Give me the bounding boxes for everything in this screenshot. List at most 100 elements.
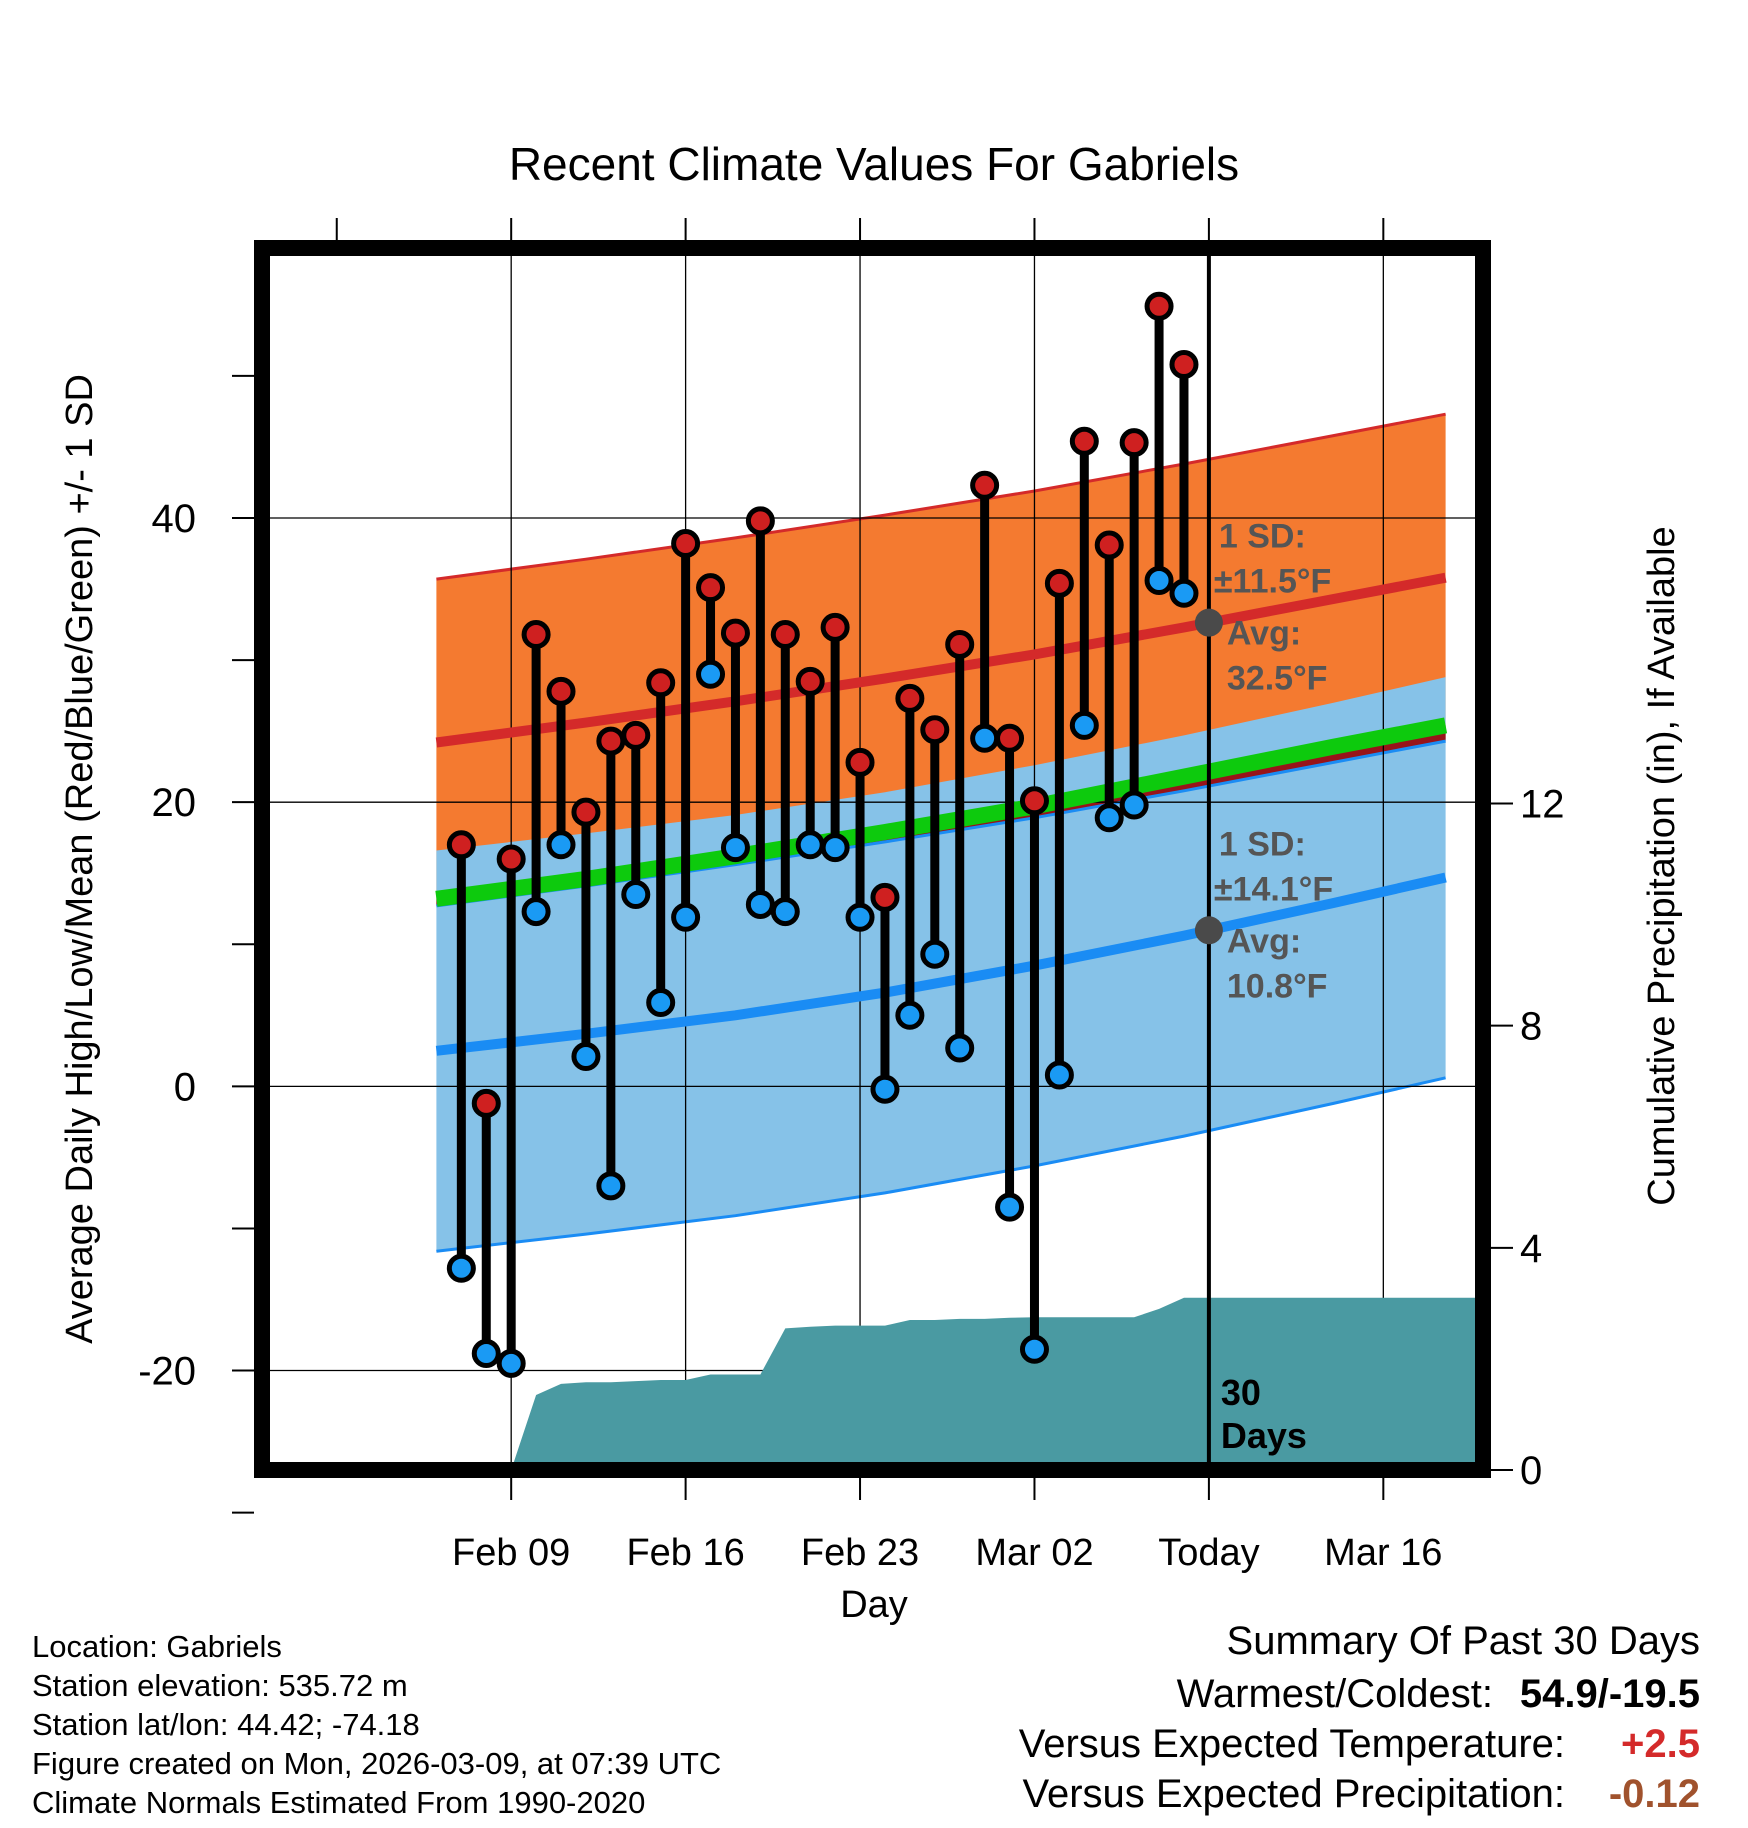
high-sd-upper-line [436,412,1446,581]
daily-low-point [995,1192,1025,1222]
y2-tick-label: 8 [1520,1005,1542,1049]
footer-latlon: Station lat/lon: 44.42; -74.18 [32,1707,420,1742]
daily-range-day [870,882,900,1104]
daily-range-day [546,676,576,860]
daily-high-point [1119,428,1149,458]
y-tick-label: 40 [152,497,197,541]
x-tick-label: Mar 16 [1324,1532,1442,1574]
daily-range-day [995,723,1025,1222]
daily-range-day [895,683,925,1030]
daily-range-day [1019,786,1049,1364]
daily-range-day [970,470,1000,753]
daily-high-point [521,619,551,649]
cumulative-precip-area [511,1297,1483,1470]
daily-low-point [770,897,800,927]
y2-axis: 0 4 8 12 [1491,782,1565,1493]
chart-title: Recent Climate Values For Gabriels [509,138,1239,190]
y2-tick-label: 12 [1520,782,1565,826]
y-axis-label: Average Daily High/Low/Mean (Red/Blue/Gr… [59,374,101,1344]
daily-range-day [1069,426,1099,740]
daily-range-day [945,629,975,1063]
daily-range-day [496,844,526,1378]
daily-high-point [1044,568,1074,598]
daily-high-point [1019,786,1049,816]
high-avg-marker [1194,608,1223,637]
daily-high-point [1144,291,1174,321]
daily-low-point [845,902,875,932]
daily-range-day [696,573,726,689]
daily-high-point [646,668,676,698]
daily-low-point [1094,803,1124,833]
daily-range-day [621,720,651,910]
high-avg-label: Avg: [1227,615,1301,653]
daily-high-point [446,830,476,860]
daily-high-point [870,882,900,912]
daily-range-day [521,619,551,927]
daily-low-point [820,833,850,863]
daily-high-point [820,612,850,642]
daily-range-day [720,618,750,863]
daily-high-point [571,797,601,827]
daily-low-point [521,897,551,927]
summary-warm-cold-label: Warmest/Coldest: [1177,1672,1493,1716]
daily-range-day [820,612,850,863]
daily-low-point [870,1074,900,1104]
summary-title: Summary Of Past 30 Days [1227,1619,1700,1663]
daily-high-point [1169,350,1199,380]
summary-temp-label: Versus Expected Temperature: [1019,1722,1565,1766]
normal-annotations: 1 SD: ±11.5°F Avg: 32.5°F 1 SD: ±14.1°F … [1194,518,1333,1005]
summary-temp-value: +2.5 [1621,1722,1700,1766]
daily-range-day [1169,350,1199,608]
daily-low-point [1019,1334,1049,1364]
summary-precip-label: Versus Expected Precipitation: [1022,1772,1565,1816]
daily-range-day [671,529,701,932]
daily-range-day [845,747,875,932]
x-axis-label: Day [840,1584,908,1626]
daily-low-point [720,833,750,863]
daily-low-point [596,1171,626,1201]
daily-high-point [496,844,526,874]
x-tick-label: Feb 16 [626,1532,744,1574]
daily-low-point [471,1338,501,1368]
daily-low-point [446,1253,476,1283]
daily-high-point [621,720,651,750]
daily-range-day [471,1088,501,1368]
low-avg-label: Avg: [1227,922,1301,960]
y-tick-label: 20 [152,781,197,825]
daily-high-point [970,470,1000,500]
high-avg-value: 32.5°F [1227,660,1328,698]
today-days-label: Days [1221,1415,1307,1456]
station-info: Location: Gabriels Station elevation: 53… [32,1629,721,1820]
daily-low-point [945,1033,975,1063]
summary-precip-value: -0.12 [1609,1772,1700,1816]
y-tick-label: -20 [138,1350,196,1394]
low-sd-value: ±14.1°F [1214,870,1333,908]
daily-low-point [496,1348,526,1378]
daily-high-point [920,715,950,745]
daily-high-point [596,726,626,756]
daily-high-point [895,683,925,713]
x-tick-label: Feb 09 [452,1532,570,1574]
daily-high-point [546,676,576,706]
x-tick-label: Feb 23 [801,1532,919,1574]
daily-low-point [920,939,950,969]
daily-observations [446,291,1199,1378]
daily-low-point [571,1042,601,1072]
daily-range-day [745,506,775,919]
daily-low-point [1044,1060,1074,1090]
daily-low-point [1119,790,1149,820]
low-avg-marker [1194,916,1223,945]
daily-low-point [1069,710,1099,740]
plot-frame [254,240,1491,1478]
summary-panel: Summary Of Past 30 Days Warmest/Coldest:… [1019,1619,1700,1816]
footer-elevation: Station elevation: 535.72 m [32,1668,408,1703]
y-tick-label: 0 [174,1065,196,1109]
daily-high-point [1069,426,1099,456]
daily-range-day [596,726,626,1201]
daily-high-point [795,666,825,696]
low-sd-lower-line [436,1076,1446,1253]
daily-range-day [571,797,601,1072]
daily-low-point [646,988,676,1018]
